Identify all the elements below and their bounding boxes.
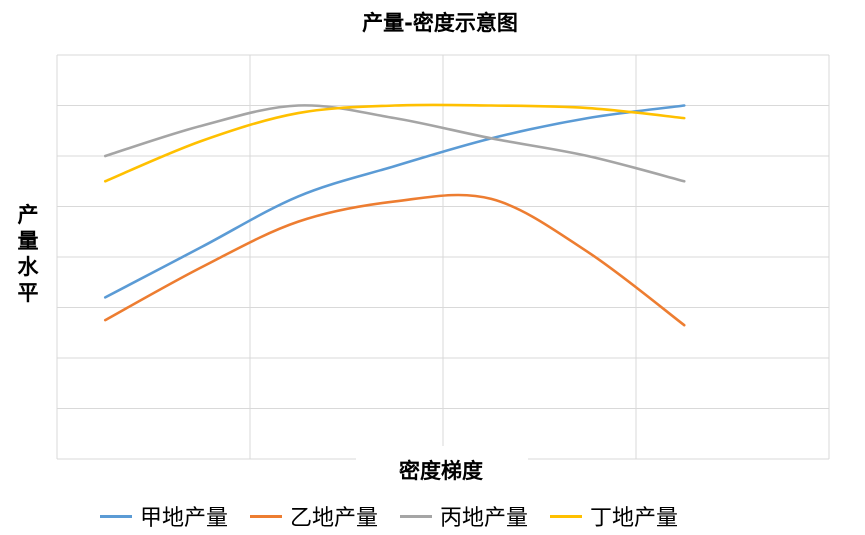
legend: 甲地产量 乙地产量 丙地产量 丁地产量 bbox=[100, 500, 678, 532]
legend-swatch bbox=[100, 514, 132, 518]
legend-item-1: 甲地产量 bbox=[100, 500, 228, 532]
gridlines bbox=[56, 54, 830, 460]
legend-label: 乙地产量 bbox=[290, 506, 379, 531]
series-line-4 bbox=[103, 103, 686, 183]
legend-label: 丙地产量 bbox=[440, 506, 529, 531]
series-line-2 bbox=[103, 193, 686, 327]
chart-title: 产量-密度示意图 bbox=[362, 11, 518, 35]
y-axis-label: 产量水平 bbox=[18, 203, 40, 305]
legend-swatch bbox=[400, 514, 433, 518]
legend-swatch bbox=[250, 514, 283, 518]
series-lines bbox=[103, 103, 686, 327]
legend-label: 甲地产量 bbox=[140, 506, 229, 531]
x-axis-label-background bbox=[356, 446, 528, 486]
legend-item-2: 乙地产量 bbox=[250, 500, 378, 532]
legend-item-4: 丁地产量 bbox=[550, 500, 678, 532]
series-line-1 bbox=[103, 104, 686, 299]
legend-label: 丁地产量 bbox=[590, 506, 679, 531]
x-axis-label: 密度梯度 bbox=[399, 459, 483, 483]
legend-swatch bbox=[550, 514, 583, 518]
series-line-3 bbox=[103, 104, 686, 183]
legend-item-3: 丙地产量 bbox=[400, 500, 528, 532]
